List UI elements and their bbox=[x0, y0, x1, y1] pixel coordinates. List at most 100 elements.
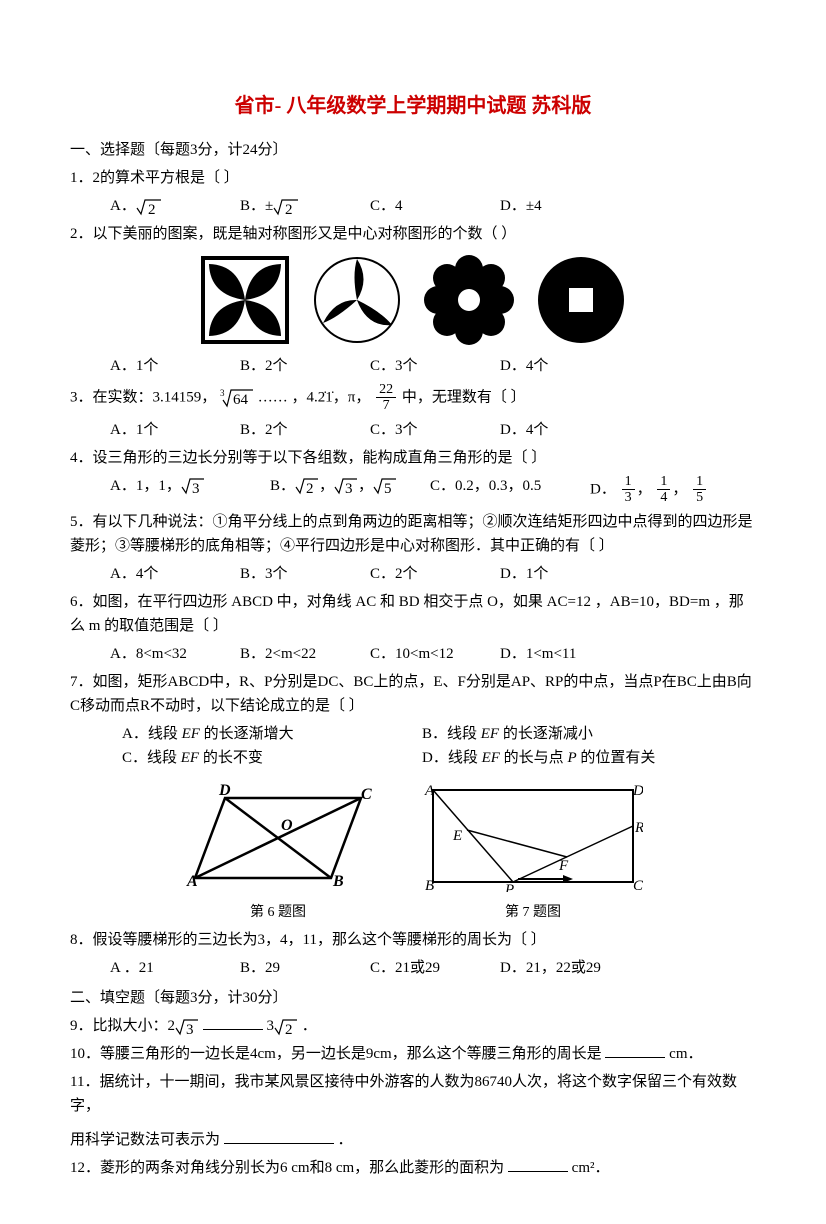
svg-text:5: 5 bbox=[384, 481, 392, 496]
q10-unit: cm． bbox=[669, 1046, 702, 1062]
q2-stem: 2．以下美丽的图案，既是轴对称图形又是中心对称图形的个数（ ） bbox=[70, 222, 756, 246]
svg-text:3: 3 bbox=[345, 481, 353, 496]
svg-text:64: 64 bbox=[233, 392, 249, 408]
q6-opt-d: D．1<m<11 bbox=[500, 642, 620, 666]
q2-opt-d: D．4个 bbox=[500, 354, 620, 378]
q6-options: A．8<m<32 B．2<m<22 C．10<m<12 D．1<m<11 bbox=[70, 642, 756, 666]
diagrams-row: D C A B O 第 6 题图 A D B C R P E F 第 7 题图 bbox=[70, 782, 756, 924]
q3-opt-a: A．1个 bbox=[110, 418, 230, 442]
q2-images bbox=[70, 254, 756, 346]
svg-text:2: 2 bbox=[285, 1022, 293, 1037]
section-2-header: 二、填空题〔每题3分，计30分〕 bbox=[70, 986, 756, 1010]
q1-opt-c: C．4 bbox=[370, 194, 490, 218]
page-title: 省市- 八年级数学上学期期中试题 苏科版 bbox=[70, 90, 756, 122]
q9-blank[interactable] bbox=[203, 1015, 263, 1030]
q11-line1: 11．据统计，十一期间，我市某风景区接待中外游客的人数为86740人次，将这个数… bbox=[70, 1070, 756, 1118]
q4-opt-b: B．2，3，5 bbox=[270, 474, 420, 506]
q1-options: A．2 B．±2 C．4 D．±4 bbox=[70, 194, 756, 218]
q8-stem: 8．假设等腰梯形的三边长为3，4，11，那么这个等腰梯形的周长为〔 〕 bbox=[70, 928, 756, 952]
q6-opt-b: B．2<m<22 bbox=[240, 642, 360, 666]
q7-opt-a: A．线段 EF 的长逐渐增大 bbox=[122, 722, 422, 746]
q2-opt-a: A．1个 bbox=[110, 354, 230, 378]
pattern-1-flower-square bbox=[199, 254, 291, 346]
svg-text:3: 3 bbox=[220, 388, 225, 398]
svg-text:O: O bbox=[281, 817, 293, 834]
q6-opt-c: C．10<m<12 bbox=[370, 642, 490, 666]
q1-opt-d: D．±4 bbox=[500, 194, 620, 218]
svg-text:B: B bbox=[425, 878, 434, 892]
q8-opt-b: B．29 bbox=[240, 956, 360, 980]
svg-text:2: 2 bbox=[306, 481, 314, 496]
q3-stem-pre: 3．在实数：3.14159， bbox=[70, 389, 216, 405]
diagram-q7-caption: 第 7 题图 bbox=[423, 902, 643, 924]
q5-opt-b: B．3个 bbox=[240, 562, 360, 586]
q5-opt-a: A．4个 bbox=[110, 562, 230, 586]
q4-opt-a: A．1，1，3 bbox=[110, 474, 260, 506]
svg-text:E: E bbox=[452, 828, 462, 844]
svg-text:C: C bbox=[361, 786, 372, 803]
q3-options: A．1个 B．2个 C．3个 D．4个 bbox=[70, 418, 756, 442]
q2-options: A．1个 B．2个 C．3个 D．4个 bbox=[70, 354, 756, 378]
svg-text:P: P bbox=[504, 882, 514, 892]
svg-text:A: A bbox=[424, 783, 435, 799]
q1-stem: 1．2的算术平方根是〔 〕 bbox=[70, 166, 756, 190]
q10-pre: 10．等腰三角形的一边长是4cm，另一边长是9cm，那么这个等腰三角形的周长是 bbox=[70, 1046, 602, 1062]
q4-options: A．1，1，3 B．2，3，5 C．0.2，0.3，0.5 D． 13， 14，… bbox=[70, 474, 756, 506]
q10-blank[interactable] bbox=[605, 1043, 665, 1058]
svg-text:2: 2 bbox=[148, 202, 156, 217]
q8-opt-a: A ．21 bbox=[110, 956, 230, 980]
q3-opt-c: C．3个 bbox=[370, 418, 490, 442]
q3-frac-22-7: 227 bbox=[376, 382, 396, 414]
q2-opt-b: B．2个 bbox=[240, 354, 360, 378]
q11-line2: 用科学记数法可表示为 ． bbox=[70, 1128, 756, 1152]
section-1-header: 一、选择题〔每题3分，计24分〕 bbox=[70, 138, 756, 162]
svg-text:R: R bbox=[634, 820, 643, 836]
q11-blank[interactable] bbox=[224, 1129, 334, 1144]
q5-options: A．4个 B．3个 C．2个 D．1个 bbox=[70, 562, 756, 586]
q3-stem: 3．在实数：3.14159， 3 64 …… ，4.2̇1̇，π， 227 中，无… bbox=[70, 382, 756, 414]
q7-opt-b: B．线段 EF 的长逐渐减小 bbox=[422, 722, 593, 746]
svg-text:3: 3 bbox=[186, 1022, 194, 1037]
q7-stem: 7．如图，矩形ABCD中，R、P分别是DC、BC上的点，E、F分别是AP、RP的… bbox=[70, 670, 756, 718]
diagram-q6: D C A B O 第 6 题图 bbox=[183, 782, 373, 924]
pattern-4-coin bbox=[535, 254, 627, 346]
q7-opt-d: D．线段 EF 的长与点 P 的位置有关 bbox=[422, 746, 655, 770]
q4-stem: 4．设三角形的三边长分别等于以下各组数，能构成直角三角形的是〔 〕 bbox=[70, 446, 756, 470]
q7-options: A．线段 EF 的长逐渐增大 B．线段 EF 的长逐渐减小 C．线段 EF 的长… bbox=[70, 722, 756, 770]
q9: 9．比拟大小：23 32 ． bbox=[70, 1014, 756, 1038]
q6-opt-a: A．8<m<32 bbox=[110, 642, 230, 666]
q3-stem-post: 中，无理数有〔 〕 bbox=[402, 389, 526, 405]
svg-text:A: A bbox=[186, 873, 198, 890]
q1-opt-b: B．±2 bbox=[240, 194, 360, 218]
q3-opt-d: D．4个 bbox=[500, 418, 620, 442]
q1-opt-a: A．2 bbox=[110, 194, 230, 218]
q8-opt-d: D．21，22或29 bbox=[500, 956, 620, 980]
svg-text:B: B bbox=[332, 873, 344, 890]
diagram-q6-caption: 第 6 题图 bbox=[183, 902, 373, 924]
q10: 10．等腰三角形的一边长是4cm，另一边长是9cm，那么这个等腰三角形的周长是 … bbox=[70, 1042, 756, 1066]
svg-text:2: 2 bbox=[285, 202, 293, 217]
q7-opt-c: C．线段 EF 的长不变 bbox=[122, 746, 422, 770]
q12-blank[interactable] bbox=[508, 1157, 568, 1172]
svg-text:D: D bbox=[632, 783, 643, 799]
svg-text:C: C bbox=[633, 878, 643, 892]
svg-text:F: F bbox=[558, 858, 569, 874]
q12-pre: 12．菱形的两条对角线分别长为6 cm和8 cm，那么此菱形的面积为 bbox=[70, 1160, 504, 1176]
q12-unit: cm²． bbox=[572, 1160, 610, 1176]
q4-opt-d: D． 13， 14， 15 bbox=[590, 474, 740, 506]
q8-opt-c: C．21或29 bbox=[370, 956, 490, 980]
svg-text:D: D bbox=[218, 782, 231, 799]
q12: 12．菱形的两条对角线分别长为6 cm和8 cm，那么此菱形的面积为 cm²． bbox=[70, 1156, 756, 1180]
q6-stem: 6．如图，在平行四边形 ABCD 中，对角线 AC 和 BD 相交于点 O，如果… bbox=[70, 590, 756, 638]
q5-opt-c: C．2个 bbox=[370, 562, 490, 586]
q3-stem-mid: …… ，4.2̇1̇，π， bbox=[258, 389, 371, 405]
q3-opt-b: B．2个 bbox=[240, 418, 360, 442]
q8-options: A ．21 B．29 C．21或29 D．21，22或29 bbox=[70, 956, 756, 980]
q2-opt-c: C．3个 bbox=[370, 354, 490, 378]
diagram-q7: A D B C R P E F 第 7 题图 bbox=[423, 782, 643, 924]
q4-opt-c: C．0.2，0.3，0.5 bbox=[430, 474, 580, 506]
q5-stem: 5．有以下几种说法：①角平分线上的点到角两边的距离相等；②顺次连结矩形四边中点得… bbox=[70, 510, 756, 558]
svg-text:3: 3 bbox=[192, 481, 200, 496]
pattern-2-propeller bbox=[311, 254, 403, 346]
q5-opt-d: D．1个 bbox=[500, 562, 620, 586]
